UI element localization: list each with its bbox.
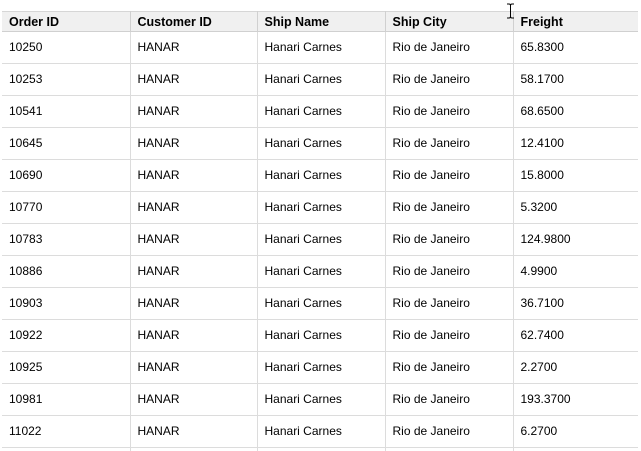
cell-ship-city[interactable]: Rio de Janeiro bbox=[385, 63, 514, 96]
cell-ship-city[interactable]: Rio de Janeiro bbox=[385, 191, 514, 224]
cell-order-id[interactable]: 10925 bbox=[2, 351, 131, 384]
cell-ship-name[interactable]: Hanari Carnes bbox=[257, 223, 386, 256]
cell-freight[interactable]: 67.2600 bbox=[513, 447, 638, 451]
cell-ship-name[interactable]: Hanari Carnes bbox=[257, 383, 386, 416]
cell-freight[interactable]: 65.8300 bbox=[513, 31, 638, 64]
cell-ship-city[interactable]: Rio de Janeiro bbox=[385, 415, 514, 448]
cell-ship-name[interactable]: Hanari Carnes bbox=[257, 191, 386, 224]
cell-freight[interactable]: 124.9800 bbox=[513, 223, 638, 256]
cell-order-id[interactable]: 10981 bbox=[2, 383, 131, 416]
cell-freight[interactable]: 68.6500 bbox=[513, 95, 638, 128]
table-row[interactable]: 10783 HANAR Hanari Carnes Rio de Janeiro 124… bbox=[2, 223, 638, 256]
cell-ship-name[interactable]: Hanari Carnes bbox=[257, 319, 386, 352]
cell-customer-id[interactable]: HANAR bbox=[130, 351, 258, 384]
cell-ship-city[interactable]: Rio de Janeiro bbox=[385, 95, 514, 128]
cell-customer-id[interactable]: HANAR bbox=[130, 287, 258, 320]
cell-customer-id[interactable]: HANAR bbox=[130, 415, 258, 448]
table-row[interactable]: 10690 HANAR Hanari Carnes Rio de Janeiro 15.… bbox=[2, 159, 638, 192]
table-row[interactable]: 10645 HANAR Hanari Carnes Rio de Janeiro 12.… bbox=[2, 127, 638, 160]
cell-ship-name[interactable]: Hanari Carnes bbox=[257, 127, 386, 160]
cell-customer-id[interactable]: HANAR bbox=[130, 31, 258, 64]
cell-freight[interactable]: 4.9900 bbox=[513, 255, 638, 288]
cell-order-id[interactable]: 10783 bbox=[2, 223, 131, 256]
cell-order-id[interactable]: 10886 bbox=[2, 255, 131, 288]
header-row: Order ID Customer ID Ship Name Ship City… bbox=[2, 11, 638, 32]
cell-order-id[interactable]: 10770 bbox=[2, 191, 131, 224]
table-row[interactable]: 10886 HANAR Hanari Carnes Rio de Janeiro 4.9… bbox=[2, 255, 638, 288]
table-row[interactable]: 10922 HANAR Hanari Carnes Rio de Janeiro 62.… bbox=[2, 319, 638, 352]
table-body: 10250 HANAR Hanari Carnes Rio de Janeiro 65.… bbox=[2, 31, 638, 451]
cell-order-id[interactable]: 10922 bbox=[2, 319, 131, 352]
table-row[interactable]: 11022 HANAR Hanari Carnes Rio de Janeiro 6.2… bbox=[2, 415, 638, 448]
text-cursor-icon bbox=[507, 3, 514, 19]
table-row[interactable]: 10903 HANAR Hanari Carnes Rio de Janeiro 36.… bbox=[2, 287, 638, 320]
cell-order-id[interactable]: 10253 bbox=[2, 63, 131, 96]
column-header-order-id[interactable]: Order ID bbox=[2, 11, 131, 32]
column-header-freight[interactable]: Freight bbox=[513, 11, 638, 32]
cell-customer-id[interactable]: HANAR bbox=[130, 159, 258, 192]
cell-ship-name[interactable]: Hanari Carnes bbox=[257, 159, 386, 192]
cell-freight[interactable]: 193.3700 bbox=[513, 383, 638, 416]
orders-table: Order ID Customer ID Ship Name Ship City… bbox=[2, 11, 638, 451]
cell-customer-id[interactable]: HANAR bbox=[130, 383, 258, 416]
cell-ship-city[interactable]: Rio de Janeiro bbox=[385, 287, 514, 320]
column-header-ship-city[interactable]: Ship City bbox=[385, 11, 514, 32]
cell-customer-id[interactable]: HANAR bbox=[130, 255, 258, 288]
cell-customer-id[interactable]: HANAR bbox=[130, 95, 258, 128]
cell-freight[interactable]: 62.7400 bbox=[513, 319, 638, 352]
cell-ship-name[interactable]: Hanari Carnes bbox=[257, 415, 386, 448]
cell-ship-name[interactable]: Hanari Carnes bbox=[257, 63, 386, 96]
cell-ship-city[interactable]: Rio de Janeiro bbox=[385, 127, 514, 160]
cell-freight[interactable]: 5.3200 bbox=[513, 191, 638, 224]
cell-ship-city[interactable]: Rio de Janeiro bbox=[385, 223, 514, 256]
cell-ship-city[interactable]: Rio de Janeiro bbox=[385, 447, 514, 451]
table-row[interactable]: 10250 HANAR Hanari Carnes Rio de Janeiro 65.… bbox=[2, 31, 638, 64]
cell-customer-id[interactable]: HANAR bbox=[130, 319, 258, 352]
cell-order-id[interactable]: 11022 bbox=[2, 415, 131, 448]
cell-order-id[interactable]: 10250 bbox=[2, 31, 131, 64]
cell-ship-name[interactable]: Hanari Carnes bbox=[257, 287, 386, 320]
cell-ship-name[interactable]: Hanari Carnes bbox=[257, 31, 386, 64]
table-row[interactable]: 10541 HANAR Hanari Carnes Rio de Janeiro 68.… bbox=[2, 95, 638, 128]
table-row[interactable]: 10253 HANAR Hanari Carnes Rio de Janeiro 58.… bbox=[2, 63, 638, 96]
cell-customer-id[interactable]: HANAR bbox=[130, 191, 258, 224]
column-header-ship-name[interactable]: Ship Name bbox=[257, 11, 386, 32]
table-row[interactable]: 10770 HANAR Hanari Carnes Rio de Janeiro 5.3… bbox=[2, 191, 638, 224]
cell-customer-id[interactable]: HANAR bbox=[130, 447, 258, 451]
cell-freight[interactable]: 58.1700 bbox=[513, 63, 638, 96]
column-header-customer-id[interactable]: Customer ID bbox=[130, 11, 258, 32]
cell-ship-city[interactable]: Rio de Janeiro bbox=[385, 159, 514, 192]
cell-freight[interactable]: 36.7100 bbox=[513, 287, 638, 320]
cell-ship-name[interactable]: Hanari Carnes bbox=[257, 95, 386, 128]
cell-ship-name[interactable]: Hanari Carnes bbox=[257, 351, 386, 384]
cell-ship-city[interactable]: Rio de Janeiro bbox=[385, 31, 514, 64]
cell-ship-name[interactable]: Hanari Carnes bbox=[257, 255, 386, 288]
cell-freight[interactable]: 2.2700 bbox=[513, 351, 638, 384]
cell-freight[interactable]: 6.2700 bbox=[513, 415, 638, 448]
cell-order-id[interactable]: 10690 bbox=[2, 159, 131, 192]
cell-customer-id[interactable]: HANAR bbox=[130, 223, 258, 256]
cell-ship-name[interactable]: Hanari Carnes bbox=[257, 447, 386, 451]
cell-ship-city[interactable]: Rio de Janeiro bbox=[385, 383, 514, 416]
cell-customer-id[interactable]: HANAR bbox=[130, 63, 258, 96]
table-row[interactable]: 10925 HANAR Hanari Carnes Rio de Janeiro 2.2… bbox=[2, 351, 638, 384]
data-grid[interactable]: Order ID Customer ID Ship Name Ship City… bbox=[2, 11, 638, 451]
cell-order-id[interactable]: 10903 bbox=[2, 287, 131, 320]
cell-customer-id[interactable]: HANAR bbox=[130, 127, 258, 160]
cell-order-id[interactable]: 11052 bbox=[2, 447, 131, 451]
table-row[interactable]: 10981 HANAR Hanari Carnes Rio de Janeiro 193… bbox=[2, 383, 638, 416]
cell-order-id[interactable]: 10645 bbox=[2, 127, 131, 160]
cell-freight[interactable]: 15.8000 bbox=[513, 159, 638, 192]
cell-ship-city[interactable]: Rio de Janeiro bbox=[385, 255, 514, 288]
cell-freight[interactable]: 12.4100 bbox=[513, 127, 638, 160]
cell-order-id[interactable]: 10541 bbox=[2, 95, 131, 128]
cell-ship-city[interactable]: Rio de Janeiro bbox=[385, 319, 514, 352]
cell-ship-city[interactable]: Rio de Janeiro bbox=[385, 351, 514, 384]
